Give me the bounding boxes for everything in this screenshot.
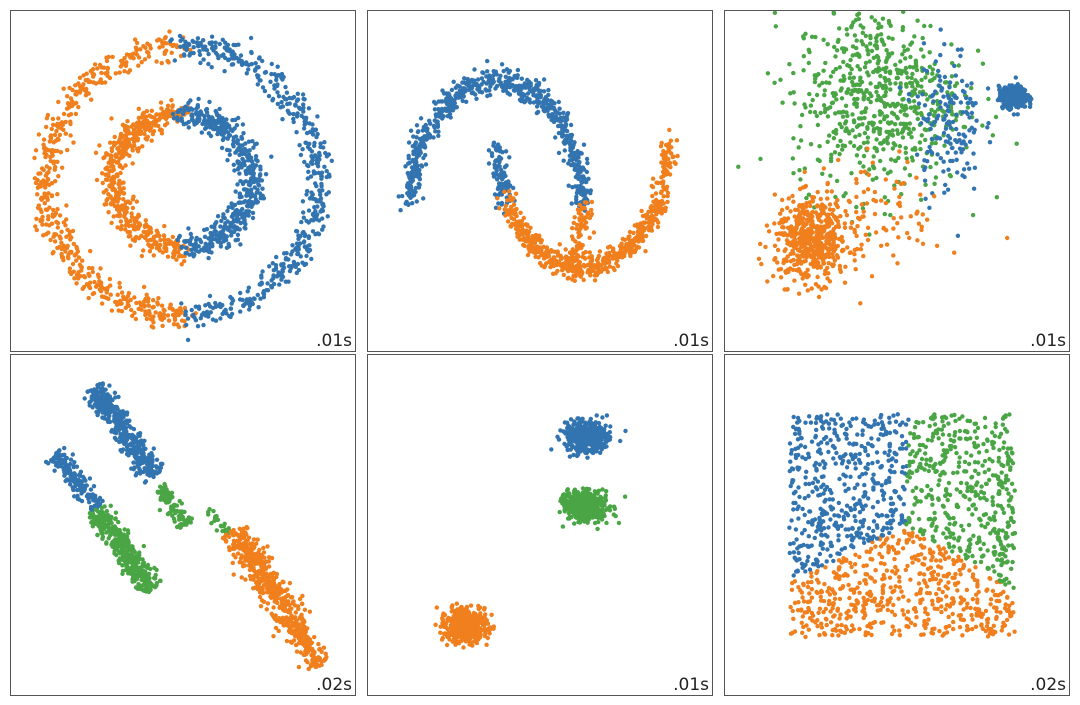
cluster-orange-2 [433, 601, 496, 650]
timing-label: .02s [316, 675, 352, 695]
scatter-panel-moons: .01s [367, 10, 713, 352]
timing-label: .01s [673, 675, 709, 695]
cluster-blue-0 [549, 413, 628, 460]
cluster-orange-2 [495, 127, 680, 283]
cluster-blue-0 [396, 58, 593, 213]
cluster-green-0 [736, 11, 1019, 239]
scatter-panel-varied-blobs: .01s [724, 10, 1070, 352]
scatter-plot-circles [32, 29, 334, 343]
scatter-panel-uniform: .02s [724, 354, 1070, 696]
scatter-panel-blobs: .01s [367, 354, 713, 696]
cluster-green-2 [87, 503, 163, 595]
scatter-plot-uniform [787, 412, 1018, 640]
cluster-green-1 [557, 486, 628, 532]
scatter-plot-blobs [433, 413, 628, 650]
cluster-blue-3 [170, 96, 274, 261]
cluster-orange-3 [562, 199, 597, 274]
scatter-panel-circles: .01s [10, 10, 356, 352]
timing-label: .01s [673, 331, 709, 351]
timing-label: .01s [316, 331, 352, 351]
cluster-green-3 [155, 481, 194, 530]
cluster-uniform-0 [787, 412, 1018, 640]
cluster-blue-2 [897, 27, 993, 238]
scatter-plot-anisotropic [43, 381, 329, 672]
scatter-panel-anisotropic: .02s [10, 354, 356, 696]
cluster-blue-0 [82, 381, 165, 485]
scatter-plot-moons [396, 58, 680, 283]
cluster-blue-1 [43, 445, 105, 513]
cluster-orange-3 [756, 169, 875, 306]
timing-label: .01s [1030, 331, 1066, 351]
cluster-orange-4 [807, 146, 1010, 290]
cluster-blue-1 [995, 75, 1034, 117]
cluster-green-4 [206, 507, 233, 536]
cluster-orange-5 [220, 524, 329, 672]
cluster-orange-0 [32, 29, 198, 330]
cluster-blue-1 [168, 33, 334, 343]
timing-label: .02s [1030, 675, 1066, 695]
scatter-plot-varied-blobs [736, 11, 1034, 306]
